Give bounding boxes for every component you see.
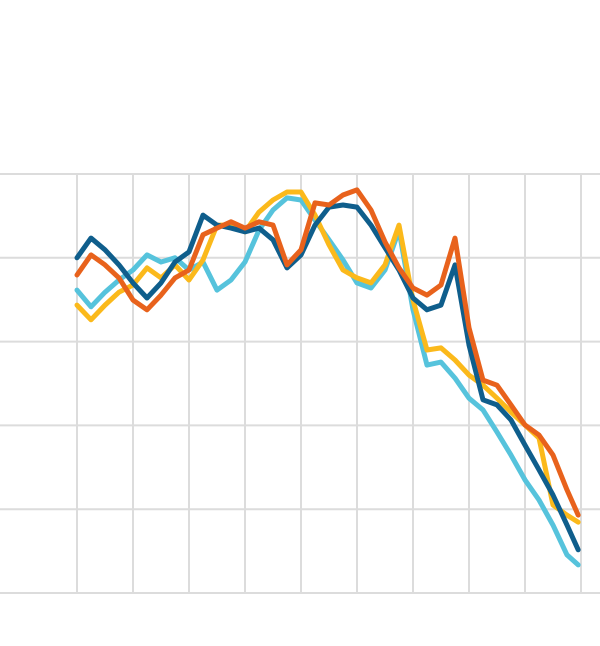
series-line xyxy=(74,187,581,518)
series-line xyxy=(74,189,581,525)
